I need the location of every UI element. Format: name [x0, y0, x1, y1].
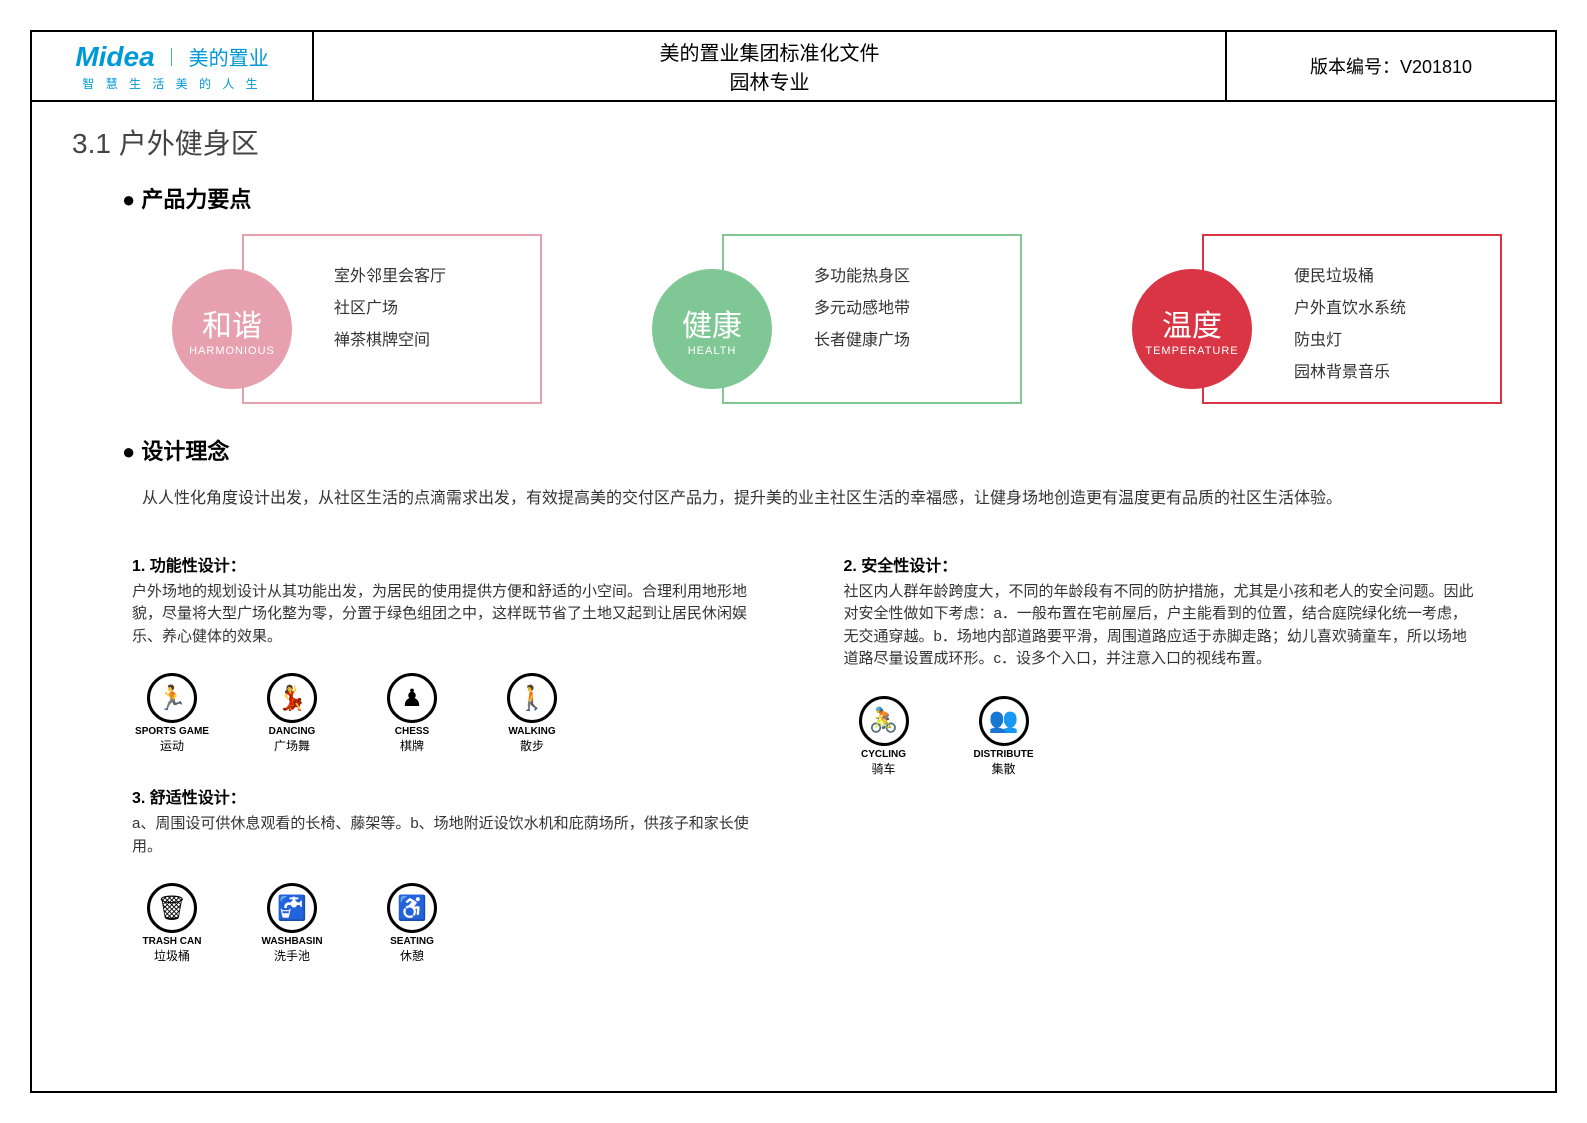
trash-can-icon: 🗑 [147, 883, 197, 933]
icon-item: 🚴CYCLING骑车 [844, 696, 924, 777]
icon-item: 💃DANCING广场舞 [252, 673, 332, 754]
header-title-line1: 美的置业集团标准化文件 [660, 37, 880, 66]
design1-icons: 🏃SPORTS GAME运动 💃DANCING广场舞 ♟CHESS棋牌 🚶WALKIN… [132, 673, 764, 754]
design1-text: 户外场地的规划设计从其功能出发，为居民的使用提供方便和舒适的小空间。合理利用地形… [132, 581, 764, 649]
concept-2: 便民垃圾桶户外直饮水系统防虫灯园林背景音乐温度TEMPERATURE [1132, 234, 1502, 404]
concept-items: 室外邻里会客厅社区广场禅茶棋牌空间 [334, 261, 520, 357]
design2-icons: 🚴CYCLING骑车 👥DISTRIBUTE集散 [844, 696, 1476, 777]
product-title: 产品力要点 [122, 182, 1515, 214]
washbasin-icon: 🚰 [267, 883, 317, 933]
section-number: 3.1 户外健身区 [72, 122, 1515, 162]
icon-item: 🏃SPORTS GAME运动 [132, 673, 212, 754]
dancing-icon: 💃 [267, 673, 317, 723]
concepts-row: 室外邻里会客厅社区广场禅茶棋牌空间和谐HARMONIOUS 多功能热身区多元动感地… [172, 234, 1515, 404]
page-frame: Midea ｜ 美的置业 智 慧 生 活 美 的 人 生 美的置业集团标准化文件… [30, 30, 1557, 1093]
icon-item: 🚶WALKING散步 [492, 673, 572, 754]
concept-circle: 温度TEMPERATURE [1132, 269, 1252, 389]
icon-item: ♿SEATING休憩 [372, 883, 452, 964]
header: Midea ｜ 美的置业 智 慧 生 活 美 的 人 生 美的置业集团标准化文件… [32, 32, 1555, 102]
content: 3.1 户外健身区 产品力要点 室外邻里会客厅社区广场禅茶棋牌空间和谐HARMO… [32, 102, 1555, 984]
concept-circle: 和谐HARMONIOUS [172, 269, 292, 389]
logo-en: Midea [75, 41, 154, 73]
icon-item: ♟CHESS棋牌 [372, 673, 452, 754]
cycling-icon: 🚴 [859, 696, 909, 746]
logo-subtitle: 智 慧 生 活 美 的 人 生 [82, 75, 261, 92]
concept-1: 多功能热身区多元动感地带长者健康广场健康HEALTH [652, 234, 1022, 404]
design2-text: 社区内人群年龄跨度大，不同的年龄段有不同的防护措施，尤其是小孩和老人的安全问题。… [844, 581, 1476, 671]
icon-item: 🚰WASHBASIN洗手池 [252, 883, 332, 964]
design3-icons: 🗑TRASH CAN垃圾桶 🚰WASHBASIN洗手池 ♿SEATING休憩 [132, 883, 764, 964]
header-logo-block: Midea ｜ 美的置业 智 慧 生 活 美 的 人 生 [32, 32, 312, 100]
design-columns: 1. 功能性设计： 户外场地的规划设计从其功能出发，为居民的使用提供方便和舒适的… [132, 552, 1475, 965]
philosophy-title: 设计理念 [122, 434, 1515, 466]
icon-item: 👥DISTRIBUTE集散 [964, 696, 1044, 777]
concept-circle: 健康HEALTH [652, 269, 772, 389]
distribute-icon: 👥 [979, 696, 1029, 746]
sports-game-icon: 🏃 [147, 673, 197, 723]
header-version: 版本编号：V201810 [1225, 32, 1555, 100]
icon-item: 🗑TRASH CAN垃圾桶 [132, 883, 212, 964]
design-col-left: 1. 功能性设计： 户外场地的规划设计从其功能出发，为居民的使用提供方便和舒适的… [132, 552, 764, 965]
concept-items: 多功能热身区多元动感地带长者健康广场 [814, 261, 1000, 357]
header-title-line2: 园林专业 [730, 66, 810, 95]
concept-items: 便民垃圾桶户外直饮水系统防虫灯园林背景音乐 [1294, 261, 1480, 389]
header-title: 美的置业集团标准化文件 园林专业 [312, 32, 1225, 100]
design2-title: 2. 安全性设计： [844, 552, 1476, 576]
chess-icon: ♟ [387, 673, 437, 723]
walking-icon: 🚶 [507, 673, 557, 723]
seating-icon: ♿ [387, 883, 437, 933]
logo-cn: 美的置业 [189, 42, 269, 71]
concept-0: 室外邻里会客厅社区广场禅茶棋牌空间和谐HARMONIOUS [172, 234, 542, 404]
design1-title: 1. 功能性设计： [132, 552, 764, 576]
design3-title: 3. 舒适性设计： [132, 784, 764, 808]
philosophy-text: 从人性化角度设计出发，从社区生活的点滴需求出发，有效提高美的交付区产品力，提升美… [142, 486, 1475, 512]
design3-text: a、周围设可供休息观看的长椅、藤架等。b、场地附近设饮水机和庇荫场所，供孩子和家… [132, 813, 764, 858]
design-col-right: 2. 安全性设计： 社区内人群年龄跨度大，不同的年龄段有不同的防护措施，尤其是小… [844, 552, 1476, 965]
